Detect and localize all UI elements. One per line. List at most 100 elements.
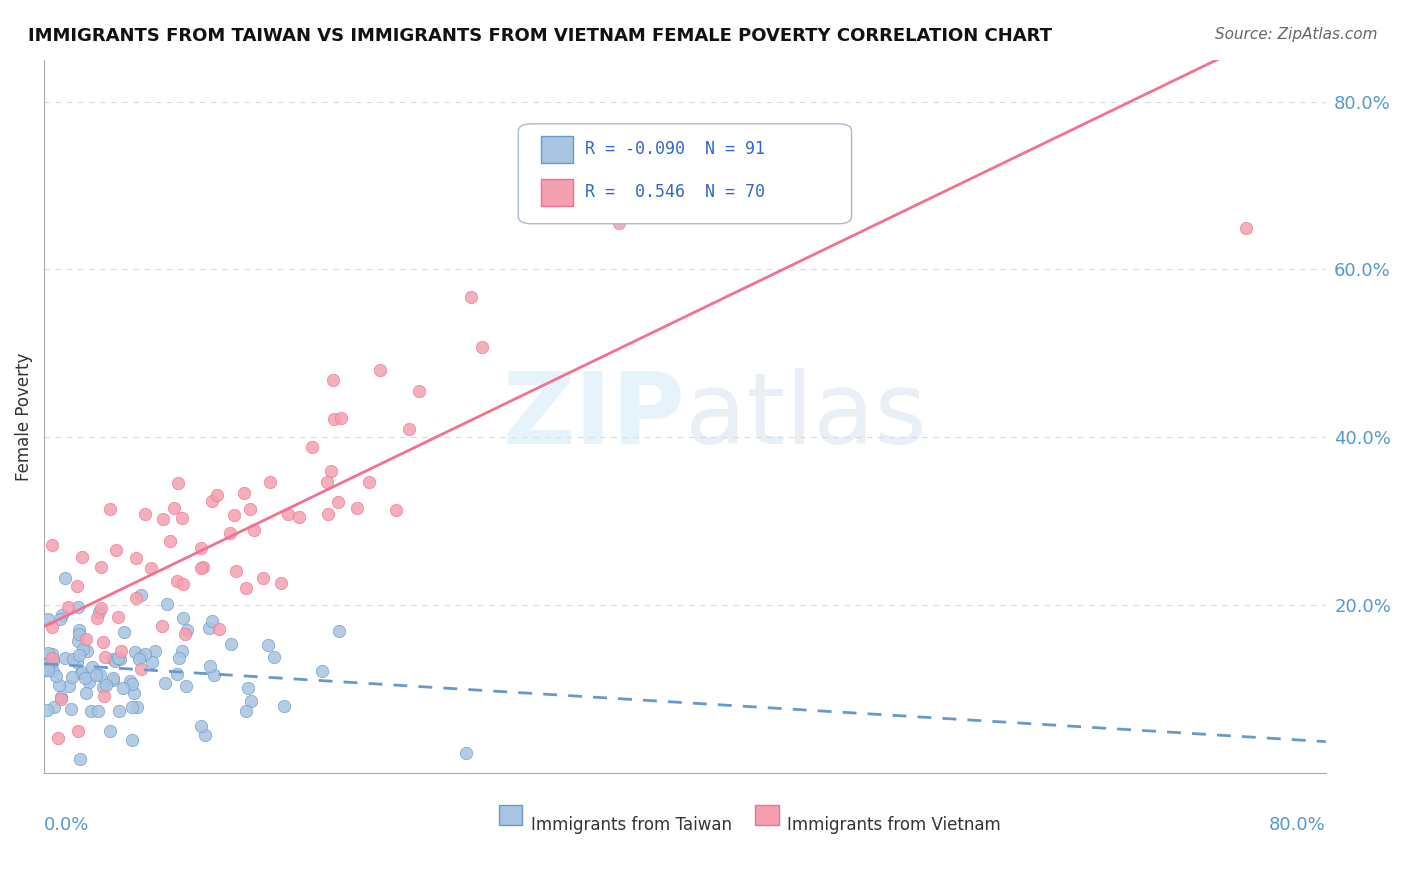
Point xyxy=(173,627,195,641)
Point xyxy=(35,703,58,717)
Point xyxy=(129,649,152,664)
Point xyxy=(346,500,368,515)
Point xyxy=(156,597,179,611)
Point xyxy=(41,647,63,661)
Point xyxy=(143,643,166,657)
Point xyxy=(89,668,111,682)
Point xyxy=(107,651,129,665)
Point xyxy=(134,507,156,521)
Point xyxy=(198,658,221,673)
Point xyxy=(201,493,224,508)
Point xyxy=(219,526,242,541)
Point xyxy=(408,384,430,398)
Point xyxy=(67,648,90,662)
FancyBboxPatch shape xyxy=(755,805,779,824)
Point xyxy=(41,620,63,634)
Point xyxy=(259,475,281,490)
Point xyxy=(329,411,352,425)
Point xyxy=(104,654,127,668)
Point xyxy=(131,588,153,602)
Point xyxy=(316,507,339,521)
Point xyxy=(170,511,193,525)
Text: Immigrants from Taiwan: Immigrants from Taiwan xyxy=(531,816,733,834)
Point xyxy=(42,664,65,678)
Point xyxy=(152,512,174,526)
Point xyxy=(80,659,103,673)
Point xyxy=(125,591,148,605)
Point xyxy=(322,373,344,387)
Point xyxy=(87,704,110,718)
Point xyxy=(56,599,79,614)
Point xyxy=(235,581,257,595)
Point xyxy=(460,290,482,304)
Point xyxy=(110,644,132,658)
Point xyxy=(166,666,188,681)
Point xyxy=(326,495,349,509)
Point xyxy=(60,669,83,683)
Point xyxy=(163,501,186,516)
FancyBboxPatch shape xyxy=(541,178,574,206)
Point xyxy=(121,700,143,714)
Point xyxy=(42,654,65,668)
Point xyxy=(236,681,259,696)
Point xyxy=(191,560,214,574)
Point xyxy=(84,667,107,681)
Point xyxy=(233,486,256,500)
Point xyxy=(42,700,65,714)
Point xyxy=(194,728,217,742)
Point xyxy=(34,660,56,674)
Point xyxy=(288,509,311,524)
Point xyxy=(359,475,381,490)
Point xyxy=(167,651,190,665)
Point xyxy=(159,534,181,549)
Point xyxy=(190,541,212,555)
Point xyxy=(471,340,494,354)
Point xyxy=(86,610,108,624)
Point xyxy=(100,724,122,739)
Point xyxy=(101,673,124,687)
Point xyxy=(66,600,89,615)
Point xyxy=(90,560,112,574)
Point xyxy=(73,671,96,685)
Point xyxy=(59,702,82,716)
Point xyxy=(323,411,346,425)
Point xyxy=(91,680,114,694)
Point xyxy=(368,363,391,377)
Point xyxy=(62,652,84,666)
Point xyxy=(70,549,93,564)
Point xyxy=(66,724,89,739)
Point xyxy=(91,635,114,649)
FancyBboxPatch shape xyxy=(519,124,852,224)
Text: 0.0%: 0.0% xyxy=(44,816,90,834)
Point xyxy=(124,551,146,566)
Point xyxy=(190,719,212,733)
Text: atlas: atlas xyxy=(685,368,927,465)
Point xyxy=(235,704,257,718)
Point xyxy=(37,612,59,626)
Point xyxy=(72,641,94,656)
Point xyxy=(58,679,80,693)
Point xyxy=(128,651,150,665)
Text: 80.0%: 80.0% xyxy=(1270,816,1326,834)
Point xyxy=(69,752,91,766)
Point xyxy=(104,542,127,557)
Point xyxy=(197,622,219,636)
Point xyxy=(190,561,212,575)
Point xyxy=(80,704,103,718)
Point xyxy=(607,216,630,230)
Point xyxy=(55,651,77,665)
Point xyxy=(172,611,194,625)
Text: Immigrants from Vietnam: Immigrants from Vietnam xyxy=(787,816,1001,834)
Point xyxy=(41,651,63,665)
Text: ZIP: ZIP xyxy=(502,368,685,465)
Point xyxy=(67,633,90,648)
Point xyxy=(315,475,337,489)
Point xyxy=(240,693,263,707)
FancyBboxPatch shape xyxy=(541,136,574,163)
Point xyxy=(263,649,285,664)
Point xyxy=(277,507,299,521)
Point xyxy=(70,666,93,681)
Point xyxy=(176,624,198,638)
Point xyxy=(107,609,129,624)
Point xyxy=(121,677,143,691)
